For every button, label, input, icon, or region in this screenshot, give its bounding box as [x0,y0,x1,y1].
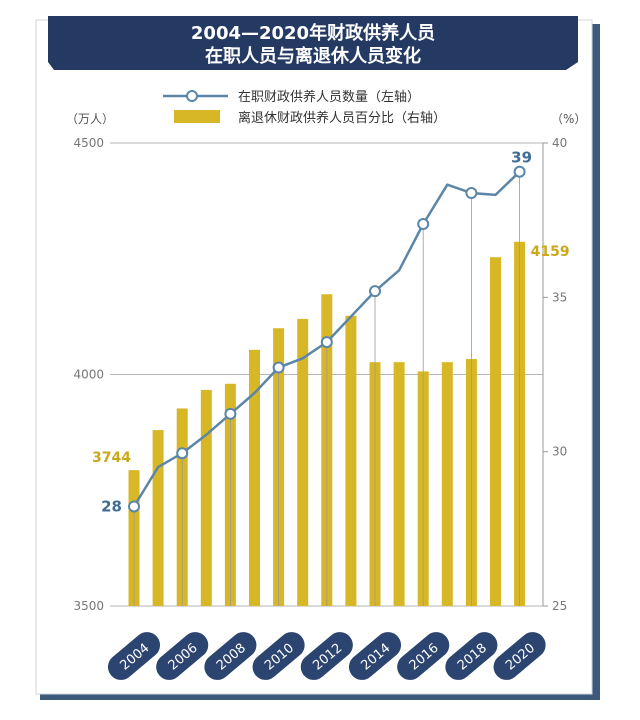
line-marker-2016 [417,218,430,231]
x-label-pill [493,632,546,680]
bar-first-label: 3744 [92,450,131,466]
left-tick-label: 4000 [73,368,104,382]
right-axis-unit: （%） [551,112,586,126]
chart-title-line-2: 在职人员与离退休人员变化 [205,45,421,67]
bar-2015 [393,362,405,606]
right-tick-label: 30 [552,445,567,459]
x-label-pill [348,632,402,680]
title-banner [48,16,578,70]
legend-bar-swatch [174,110,220,123]
line-marker-2012 [320,336,333,349]
line-marker-2006 [176,447,189,460]
line-first-label: 28 [101,497,122,515]
bar-2005 [152,430,164,606]
data-labels: 28 39 3744 4159 [92,149,570,516]
line-last-label: 39 [511,149,532,167]
right-axis-ticks: 25 30 35 40 [543,136,567,613]
x-label-pill [107,632,161,680]
marker-drop-lines [133,171,520,606]
bar-2009 [249,349,260,606]
chart-title-line-1: 2004—2020年财政供养人员 [191,22,435,44]
x-label-pill [445,632,498,680]
line-marker-2018 [465,187,478,200]
left-axis-unit: （万人） [66,112,114,126]
line-markers [128,165,526,513]
line-marker-2004 [128,500,140,513]
bar-2019 [490,257,501,606]
line-marker-2014 [369,285,381,298]
bar-2017 [441,362,453,606]
left-axis-ticks: 3500 4000 4500 [73,136,104,613]
bar-2011 [297,318,309,606]
bar-last-label: 4159 [531,244,570,260]
legend: 在职财政供养人员数量（左轴） 离退休财政供养人员百分比（右轴） [163,89,446,126]
line-marker-2020 [513,165,526,178]
left-tick-label: 3500 [73,599,104,613]
x-label-pill [252,632,305,680]
bar-2013 [345,315,357,606]
left-tick-label: 4500 [73,136,104,150]
x-label-pill [397,632,450,680]
line-marker-2010 [272,361,285,374]
right-tick-label: 40 [552,136,567,150]
right-tick-label: 35 [552,290,567,304]
bar-2007 [200,389,212,606]
x-label-pill [204,632,257,680]
legend-line-label: 在职财政供养人员数量（左轴） [238,89,420,105]
x-label-pill [300,632,353,680]
legend-bar-label: 离退休财政供养人员百分比（右轴） [238,110,446,126]
legend-line-marker [186,90,198,102]
x-label-pill [156,632,209,680]
right-tick-label: 25 [552,599,567,613]
line-marker-2008 [224,407,237,420]
